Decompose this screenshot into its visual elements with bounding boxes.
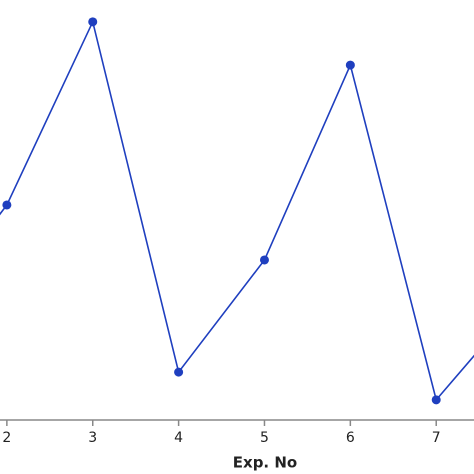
data-point — [2, 200, 12, 210]
data-point — [174, 367, 184, 377]
x-tick-label: 5 — [260, 430, 269, 446]
data-point — [88, 17, 98, 27]
data-point — [345, 60, 355, 70]
x-tick-label: 2 — [2, 430, 11, 446]
plot-area — [0, 17, 474, 405]
x-tick-label: 4 — [174, 430, 183, 446]
x-tick-label: 6 — [346, 430, 355, 446]
x-tick-label: 7 — [432, 430, 441, 446]
x-axis-label: Exp. No — [233, 454, 297, 472]
x-tick-label: 3 — [88, 430, 97, 446]
data-point — [259, 255, 269, 265]
data-point — [431, 395, 441, 405]
series-line — [0, 19, 474, 402]
